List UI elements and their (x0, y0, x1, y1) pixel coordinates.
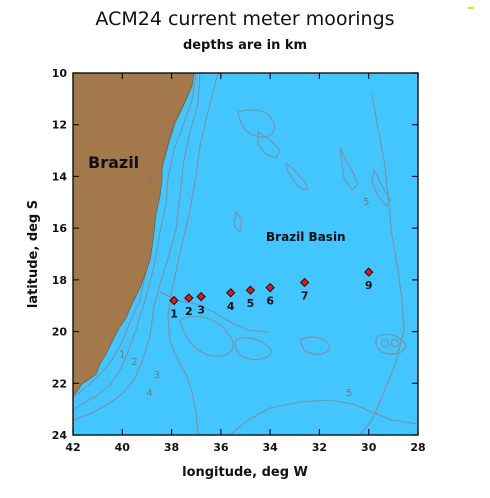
mooring-label: 5 (247, 297, 255, 310)
moorings-layer: 1 2 3 4 5 6 7 9 (169, 267, 374, 321)
map-subtitle: depths are in km (182, 38, 308, 53)
x-tick-label: 32 (312, 441, 327, 454)
contour-label: 4 (146, 176, 152, 187)
contour-deep-e (339, 147, 359, 191)
plot-frame (72, 72, 419, 436)
contour-5km-east (359, 93, 405, 435)
corner-mark (468, 7, 474, 9)
mooring-marker[interactable] (245, 285, 256, 295)
y-tick-label: 16 (52, 222, 68, 235)
x-tick-label: 42 (65, 441, 80, 454)
y-tick-label: 22 (52, 377, 67, 390)
contour-seamount-c (299, 336, 331, 355)
mooring-label: 9 (365, 279, 373, 292)
y-axis-title: latitude, deg S (26, 200, 41, 308)
mooring-marker[interactable] (184, 293, 194, 303)
contour-seamount-b (234, 337, 273, 361)
contour-seamount-e (380, 338, 390, 348)
contour-seamount-f (390, 338, 400, 348)
y-tick-label: 20 (52, 326, 68, 339)
contour-label: 5 (363, 197, 369, 208)
contour-5km-south (229, 399, 418, 435)
contour-seamount-a (179, 316, 234, 357)
contour-label: 4 (146, 388, 152, 399)
x-tick-label: 40 (115, 441, 131, 454)
x-tick-label: 36 (213, 441, 229, 454)
contour-deep-f (371, 168, 391, 207)
contour-label: 5 (346, 388, 352, 399)
y-tick-label: 18 (52, 274, 67, 287)
land-brazil (73, 73, 195, 397)
mooring-label: 2 (185, 305, 193, 318)
mooring-label: 7 (301, 289, 309, 302)
y-tick-label: 12 (52, 119, 67, 132)
x-tick-label: 28 (410, 441, 425, 454)
mooring-marker[interactable] (364, 267, 374, 277)
bathymetry-layer (73, 73, 418, 435)
x-tick-label: 38 (164, 441, 179, 454)
contour-3km (73, 73, 201, 421)
contour-deep-b (285, 163, 308, 191)
contour-label: 1 (119, 349, 125, 360)
land-label: Brazil (88, 153, 139, 172)
contour-seamount-d (375, 333, 407, 355)
contour-label: 2 (131, 357, 137, 368)
mooring-marker[interactable] (265, 282, 275, 293)
map-title: ACM24 current meter moorings (95, 8, 395, 30)
x-axis-title: longitude, deg W (182, 465, 308, 480)
x-tick-label: 34 (262, 441, 278, 454)
y-tick-label: 14 (52, 170, 68, 183)
y-tick-label: 24 (52, 429, 68, 442)
y-tick-label: 10 (52, 67, 68, 80)
contour-deep-a (237, 109, 276, 138)
mooring-label: 1 (170, 308, 178, 321)
contour-deep-d (233, 210, 243, 234)
contour-label: 3 (154, 370, 160, 381)
contour-4km (167, 73, 219, 435)
contour-2km (73, 73, 197, 411)
basin-label: Brazil Basin (266, 230, 346, 244)
mooring-marker[interactable] (196, 291, 206, 302)
mooring-marker[interactable] (299, 277, 310, 288)
mooring-label: 3 (197, 304, 205, 317)
mooring-label: 4 (227, 300, 235, 313)
mooring-marker[interactable] (169, 295, 179, 306)
mooring-label: 6 (266, 295, 274, 308)
contour-deep-c (257, 130, 281, 159)
mooring-marker[interactable] (226, 288, 236, 298)
x-tick-label: 30 (361, 441, 377, 454)
